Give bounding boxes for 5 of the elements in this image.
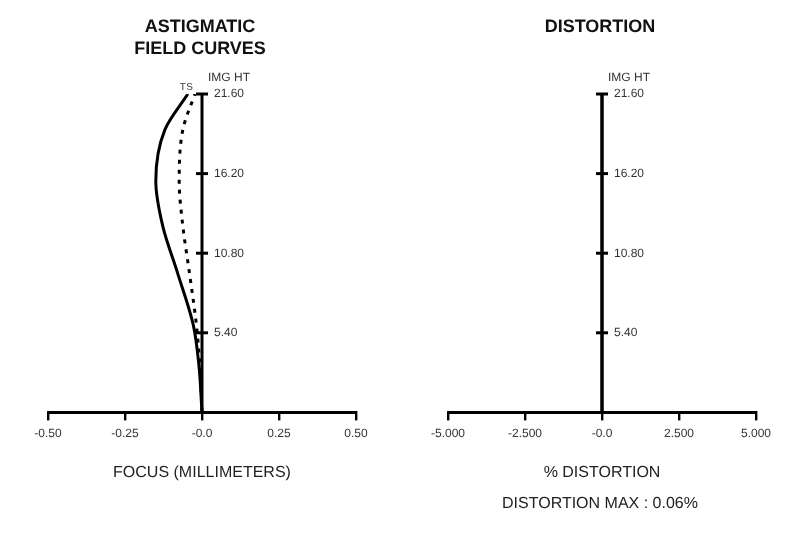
chart-title: DISTORTION — [542, 16, 658, 38]
chart-title: ASTIGMATIC FIELD CURVES — [132, 16, 268, 60]
x-axis-title: % DISTORTION — [543, 462, 661, 481]
x-axis-title: FOCUS (MILLIMETERS) — [113, 462, 292, 481]
text: DISTORTION MAX : 0.06% — [500, 494, 700, 512]
